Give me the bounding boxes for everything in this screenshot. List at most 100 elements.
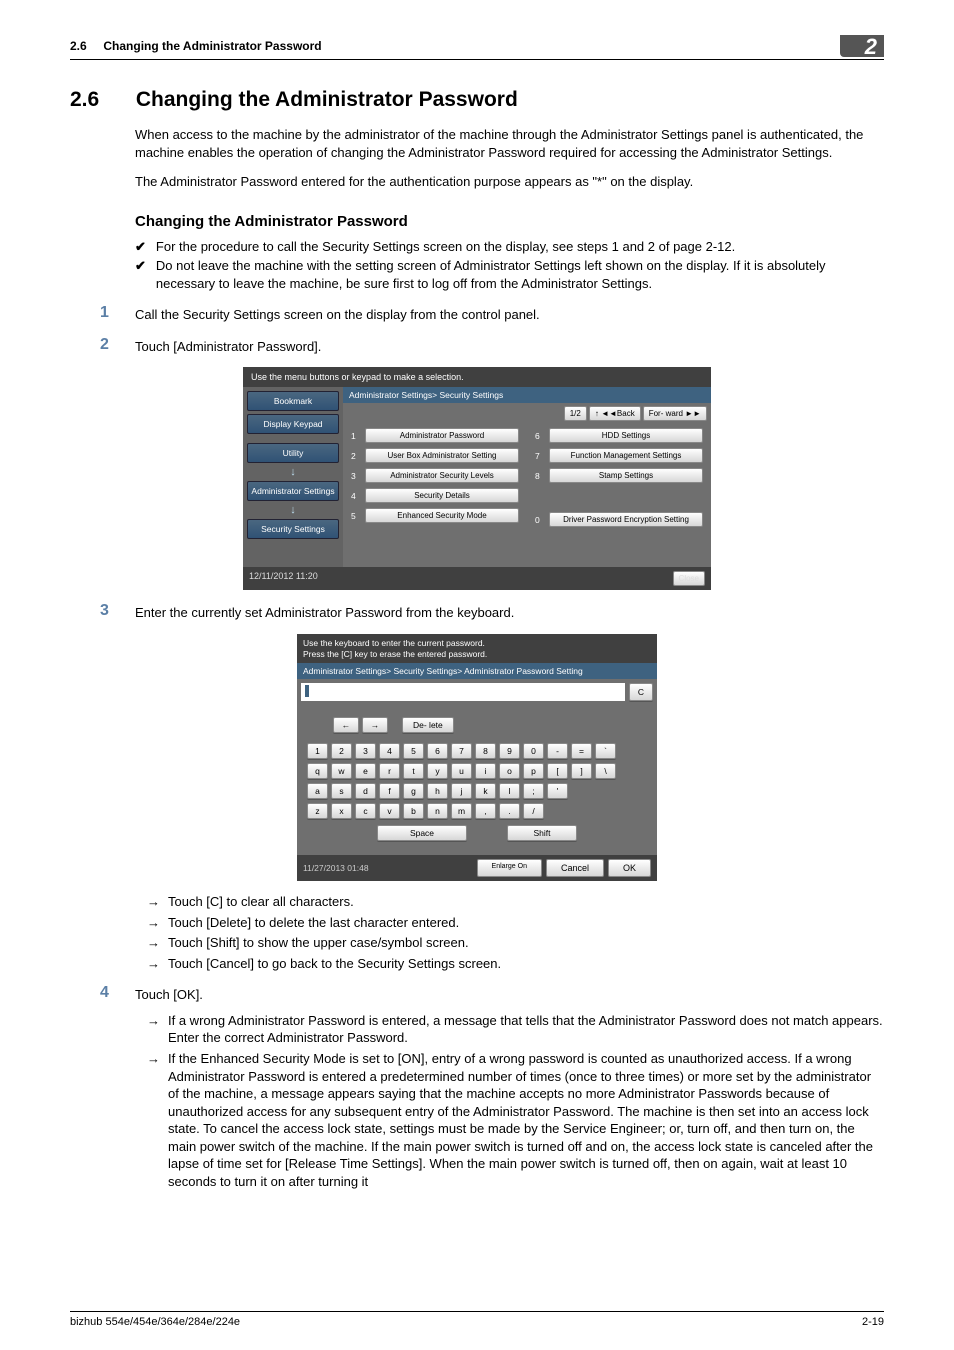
- space-key[interactable]: Space: [377, 825, 467, 841]
- key-4[interactable]: 4: [379, 743, 400, 759]
- kb-row3: asdfghjkl;': [307, 783, 647, 799]
- key-1[interactable]: 1: [307, 743, 328, 759]
- key-u[interactable]: u: [451, 763, 472, 779]
- key-r[interactable]: r: [379, 763, 400, 779]
- key-n[interactable]: n: [427, 803, 448, 819]
- password-input[interactable]: [301, 683, 625, 701]
- menu-col-right: 6HDD Settings 7Function Management Setti…: [535, 428, 703, 527]
- step3-subitems: →Touch [C] to clear all characters. →Tou…: [135, 893, 884, 972]
- key-x[interactable]: x: [331, 803, 352, 819]
- section-number: 2.6: [70, 88, 130, 112]
- step-text: Touch [OK].: [135, 984, 203, 1004]
- user-box-admin-button[interactable]: User Box Administrator Setting: [365, 448, 519, 463]
- key-o[interactable]: o: [499, 763, 520, 779]
- cursor-right-button[interactable]: →: [362, 717, 388, 733]
- key-=[interactable]: =: [571, 743, 592, 759]
- cancel-button[interactable]: Cancel: [546, 859, 604, 877]
- header-section-num: 2.6: [70, 39, 87, 53]
- forward-button[interactable]: For- ward ►►: [643, 406, 707, 421]
- shift-key[interactable]: Shift: [507, 825, 577, 841]
- arrow-down-icon: ↓: [247, 466, 339, 478]
- sub-text: If a wrong Administrator Password is ent…: [168, 1012, 884, 1047]
- menu-num: 6: [535, 431, 549, 441]
- enhanced-security-button[interactable]: Enhanced Security Mode: [365, 508, 519, 523]
- admin-password-button[interactable]: Administrator Password: [365, 428, 519, 443]
- key--[interactable]: -: [547, 743, 568, 759]
- close-button[interactable]: Close: [673, 571, 705, 586]
- key-8[interactable]: 8: [475, 743, 496, 759]
- key-f[interactable]: f: [379, 783, 400, 799]
- security-details-button[interactable]: Security Details: [365, 488, 519, 503]
- key-z[interactable]: z: [307, 803, 328, 819]
- key-;[interactable]: ;: [523, 783, 544, 799]
- sub-text: If the Enhanced Security Mode is set to …: [168, 1050, 884, 1190]
- step4-subitems: →If a wrong Administrator Password is en…: [135, 1012, 884, 1190]
- security-settings-tab[interactable]: Security Settings: [247, 519, 339, 539]
- key-g[interactable]: g: [403, 783, 424, 799]
- sub-text: Touch [Shift] to show the upper case/sym…: [168, 934, 469, 952]
- ok-button[interactable]: OK: [608, 859, 651, 877]
- step-4: 4 Touch [OK].: [100, 984, 884, 1004]
- footer-model: bizhub 554e/454e/364e/284e/224e: [70, 1316, 240, 1328]
- clear-button[interactable]: C: [629, 683, 653, 701]
- key-][interactable]: ]: [571, 763, 592, 779]
- key-2[interactable]: 2: [331, 743, 352, 759]
- key-l[interactable]: l: [499, 783, 520, 799]
- key-7[interactable]: 7: [451, 743, 472, 759]
- step-2: 2 Touch [Administrator Password].: [100, 336, 884, 356]
- key-9[interactable]: 9: [499, 743, 520, 759]
- key-w[interactable]: w: [331, 763, 352, 779]
- key-[[interactable]: [: [547, 763, 568, 779]
- header-section-label: Changing the Administrator Password: [103, 39, 321, 53]
- key-j[interactable]: j: [451, 783, 472, 799]
- bookmark-tab[interactable]: Bookmark: [247, 391, 339, 411]
- key-b[interactable]: b: [403, 803, 424, 819]
- key-/[interactable]: /: [523, 803, 544, 819]
- key-d[interactable]: d: [355, 783, 376, 799]
- key-e[interactable]: e: [355, 763, 376, 779]
- checkmark-icon: ✔: [135, 257, 146, 292]
- admin-security-levels-button[interactable]: Administrator Security Levels: [365, 468, 519, 483]
- key-6[interactable]: 6: [427, 743, 448, 759]
- driver-password-button[interactable]: Driver Password Encryption Setting: [549, 512, 703, 527]
- enlarge-button[interactable]: Enlarge On: [477, 859, 542, 877]
- function-mgmt-button[interactable]: Function Management Settings: [549, 448, 703, 463]
- key-`[interactable]: `: [595, 743, 616, 759]
- menu-num: 7: [535, 451, 549, 461]
- check-item: ✔ For the procedure to call the Security…: [135, 238, 884, 256]
- display-keypad-tab[interactable]: Display Keypad: [247, 414, 339, 434]
- key-3[interactable]: 3: [355, 743, 376, 759]
- key-q[interactable]: q: [307, 763, 328, 779]
- key-c[interactable]: c: [355, 803, 376, 819]
- check-text: For the procedure to call the Security S…: [156, 238, 735, 256]
- key-5[interactable]: 5: [403, 743, 424, 759]
- key-k[interactable]: k: [475, 783, 496, 799]
- key-i[interactable]: i: [475, 763, 496, 779]
- step-text: Touch [Administrator Password].: [135, 336, 321, 356]
- sub-text: Touch [Delete] to delete the last charac…: [168, 914, 459, 932]
- key-h[interactable]: h: [427, 783, 448, 799]
- key-p[interactable]: p: [523, 763, 544, 779]
- key-y[interactable]: y: [427, 763, 448, 779]
- utility-tab[interactable]: Utility: [247, 443, 339, 463]
- cursor-left-button[interactable]: ←: [333, 717, 359, 733]
- key-\[interactable]: \: [595, 763, 616, 779]
- step-number: 1: [100, 304, 135, 324]
- key-,[interactable]: ,: [475, 803, 496, 819]
- intro-paragraph-2: The Administrator Password entered for t…: [135, 173, 884, 191]
- key-a[interactable]: a: [307, 783, 328, 799]
- key-.[interactable]: .: [499, 803, 520, 819]
- intro-paragraph-1: When access to the machine by the admini…: [135, 126, 884, 161]
- key-0[interactable]: 0: [523, 743, 544, 759]
- arrow-icon: →: [147, 914, 160, 932]
- key-'[interactable]: ': [547, 783, 568, 799]
- delete-button[interactable]: De- lete: [402, 717, 454, 733]
- back-button[interactable]: ↑ ◄◄Back: [589, 406, 641, 421]
- key-s[interactable]: s: [331, 783, 352, 799]
- key-m[interactable]: m: [451, 803, 472, 819]
- admin-settings-tab[interactable]: Administrator Settings: [247, 481, 339, 501]
- hdd-settings-button[interactable]: HDD Settings: [549, 428, 703, 443]
- key-t[interactable]: t: [403, 763, 424, 779]
- stamp-settings-button[interactable]: Stamp Settings: [549, 468, 703, 483]
- key-v[interactable]: v: [379, 803, 400, 819]
